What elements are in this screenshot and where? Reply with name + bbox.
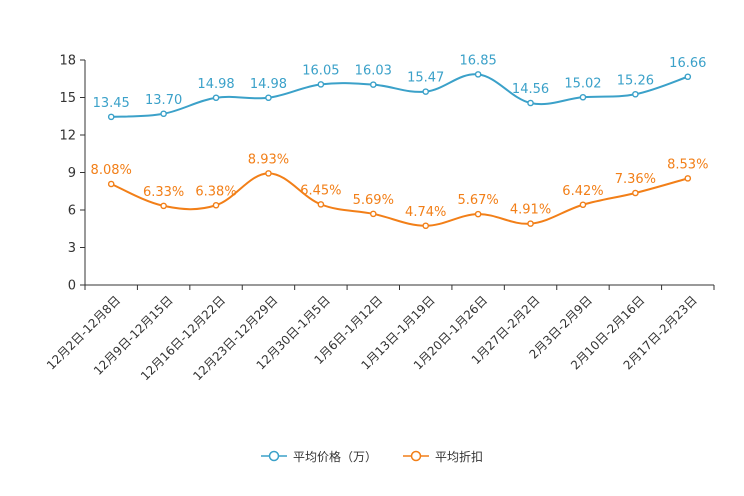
price-data-point[interactable] [369, 81, 377, 88]
price-data-point[interactable] [212, 94, 220, 102]
price-data-label: 15.26 [617, 73, 654, 88]
discount-data-label: 7.36% [615, 172, 656, 187]
discount-data-label: 6.33% [143, 185, 184, 200]
price-data-point[interactable] [265, 94, 272, 102]
discount-data-point[interactable] [632, 189, 639, 197]
discount-data-point[interactable] [160, 202, 167, 210]
y-tick-label: 3 [68, 241, 76, 256]
discount-data-label: 8.53% [667, 157, 708, 172]
price-data-label: 13.70 [145, 93, 182, 108]
price-data-label: 13.45 [93, 96, 130, 111]
price-data-point[interactable] [684, 73, 692, 81]
y-tick-label: 6 [68, 204, 76, 219]
price-data-label: 14.98 [197, 77, 234, 92]
discount-data-point[interactable] [369, 210, 377, 218]
discount-series-line [110, 172, 689, 227]
price-data-label: 16.03 [355, 64, 392, 79]
discount-data-label: 5.69% [353, 193, 394, 208]
price-data-point[interactable] [422, 88, 430, 95]
discount-data-point[interactable] [422, 222, 430, 230]
discount-data-point[interactable] [317, 201, 325, 208]
discount-data-point[interactable] [265, 170, 272, 177]
price-data-label: 16.66 [669, 56, 706, 71]
price-data-point[interactable] [474, 71, 482, 78]
discount-data-label: 8.08% [91, 163, 132, 178]
discount-data-point[interactable] [579, 201, 587, 209]
price-data-label: 15.47 [407, 71, 444, 86]
discount-data-point[interactable] [527, 220, 534, 227]
legend-line-circle-icon [403, 450, 429, 462]
price-data-label: 14.98 [250, 77, 287, 92]
price-data-point[interactable] [632, 90, 639, 98]
legend-line-circle-icon [260, 450, 287, 462]
price-data-label: 14.56 [512, 82, 549, 97]
y-tick-label: 12 [59, 129, 76, 144]
legend-item-price[interactable]: 平均价格（万） [260, 448, 377, 465]
discount-data-label: 6.38% [195, 184, 236, 199]
y-tick-label: 18 [59, 54, 76, 69]
price-series-line [111, 73, 689, 118]
discount-data-point[interactable] [684, 175, 692, 182]
discount-data-label: 6.42% [562, 184, 603, 199]
discount-data-point[interactable] [107, 180, 115, 188]
legend-label-price: 平均价格（万） [292, 449, 377, 464]
discount-data-point[interactable] [212, 201, 220, 209]
discount-data-label: 4.74% [405, 205, 446, 220]
price-data-point[interactable] [160, 110, 167, 118]
discount-data-label: 5.67% [457, 193, 498, 208]
discount-data-label: 6.45% [300, 183, 341, 198]
legend-item-discount[interactable]: 平均折扣 [403, 448, 483, 465]
discount-data-label: 8.93% [248, 152, 289, 167]
discount-data-label: 4.91% [510, 203, 551, 218]
price-data-label: 16.05 [302, 63, 339, 78]
legend-label-discount: 平均折扣 [435, 449, 484, 464]
price-data-point[interactable] [579, 93, 587, 101]
price-data-point[interactable] [527, 99, 534, 107]
legend: 平均价格（万） 平均折扣 [0, 446, 744, 466]
y-tick-label: 15 [59, 91, 76, 106]
discount-data-point[interactable] [474, 210, 482, 218]
y-tick-label: 9 [68, 166, 76, 181]
price-data-point[interactable] [107, 113, 115, 121]
price-data-label: 16.85 [460, 53, 497, 68]
y-tick-label: 0 [68, 279, 76, 294]
price-data-label: 15.02 [564, 76, 601, 91]
price-data-point[interactable] [317, 81, 325, 88]
